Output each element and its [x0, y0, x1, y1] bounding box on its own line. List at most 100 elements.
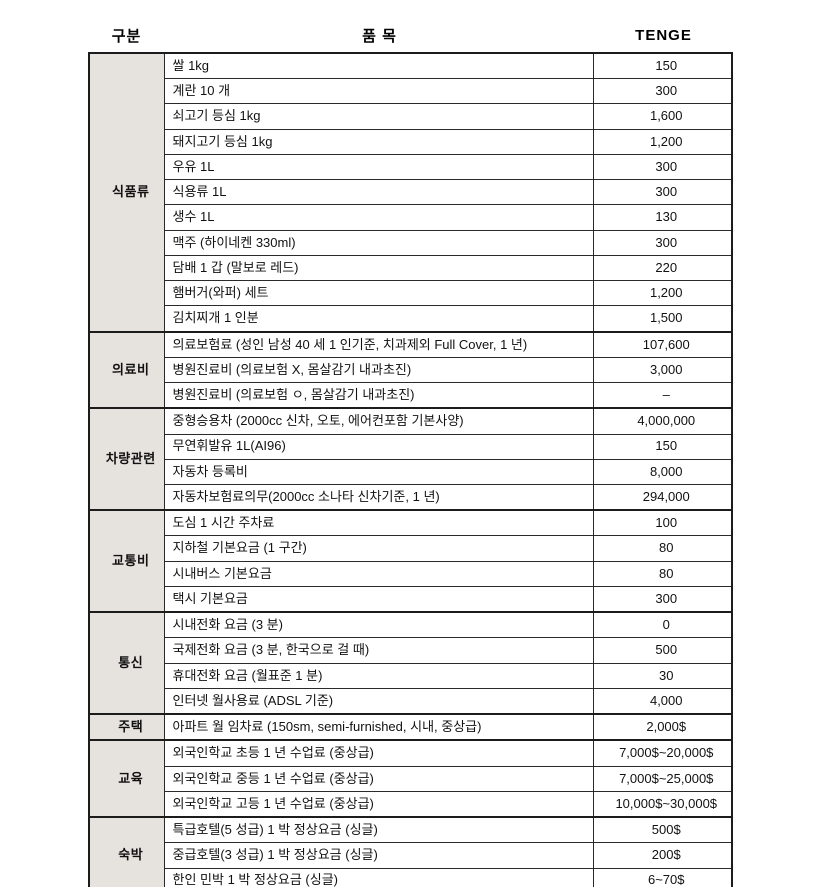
price-cell: 294,000: [592, 483, 733, 511]
price-cell: 1,500: [592, 305, 733, 333]
price-cell: 4,000,000: [592, 407, 733, 435]
item-cell: 병원진료비 (의료보험 ㅇ, 몸살감기 내과초진): [163, 382, 594, 409]
item-cell: 쇠고기 등심 1kg: [163, 103, 594, 130]
price-cell: 300: [592, 179, 733, 206]
category-cell: 통신: [88, 611, 165, 715]
price-cell: 220: [592, 254, 733, 282]
category-cell: 의료비: [88, 330, 165, 409]
price-cell: 500: [592, 637, 733, 664]
table-row: 택시 기본요금 300: [89, 585, 733, 613]
table-row: 햄버거(와퍼) 세트 1,200: [89, 280, 733, 307]
price-cell: 4,000: [592, 687, 733, 715]
table-row: 주택 아파트 월 임차료 (150sm, semi-furnished, 시내, …: [88, 713, 733, 741]
category-cell: 차량관련: [88, 407, 165, 511]
item-cell: 택시 기본요금: [163, 585, 594, 613]
item-cell: 도심 1 시간 주차료: [163, 509, 594, 537]
table-row: 김치찌개 1 인분 1,500: [89, 305, 733, 333]
price-cell: 3,000: [592, 356, 733, 384]
table-row: 시내버스 기본요금 80: [89, 560, 733, 587]
table-row: 외국인학교 중등 1 년 수업료 (중상급) 7,000$~25,000$: [89, 765, 733, 792]
table-row: 외국인학교 고등 1 년 수업료 (중상급) 10,000$~30,000$: [89, 790, 733, 818]
item-cell: 지하철 기본요금 (1 구간): [163, 535, 594, 562]
price-cell: 150: [592, 433, 733, 460]
item-cell: 특급호텔(5 성급) 1 박 정상요금 (싱글): [163, 816, 594, 844]
table-row: 맥주 (하이네켄 330ml) 300: [89, 229, 733, 256]
item-cell: 시내전화 요금 (3 분): [163, 611, 594, 639]
table-row: 쇠고기 등심 1kg 1,600: [89, 103, 733, 130]
item-cell: 김치찌개 1 인분: [163, 305, 594, 333]
item-cell: 병원진료비 (의료보험 X, 몸살감기 내과초진): [163, 356, 594, 384]
table-row: 교통비 도심 1 시간 주차료 100: [88, 509, 733, 613]
table-row: 계란 10 개 300: [89, 78, 733, 105]
price-cell: 300: [592, 585, 733, 613]
table-row: 식품류 쌀 1kg 150: [88, 52, 733, 333]
table-row: 숙박 특급호텔(5 성급) 1 박 정상요금 (싱글) 500$: [88, 816, 733, 887]
item-cell: 국제전화 요금 (3 분, 한국으로 걸 때): [163, 637, 594, 664]
header-category: 구분: [111, 27, 142, 45]
item-cell: 맥주 (하이네켄 330ml): [163, 229, 594, 256]
price-cell: 80: [592, 560, 733, 587]
price-cell: 10,000$~30,000$: [592, 790, 733, 818]
item-cell: 무연휘발유 1L(AI96): [163, 433, 594, 460]
price-cell: 30: [592, 662, 733, 689]
table-row: 무연휘발유 1L(AI96) 150: [89, 433, 733, 460]
price-cell: 300: [592, 229, 733, 256]
table-row: 병원진료비 (의료보험 X, 몸살감기 내과초진) 3,000: [89, 356, 733, 384]
item-cell: 중급호텔(3 성급) 1 박 정상요금 (싱글): [163, 842, 594, 869]
item-cell: 쌀 1kg: [163, 52, 594, 80]
item-cell: 외국인학교 고등 1 년 수업료 (중상급): [163, 790, 594, 818]
table-row: 우유 1L 300: [89, 153, 733, 181]
item-cell: 자동차 등록비: [163, 458, 594, 485]
price-cell: 8,000: [592, 458, 733, 485]
price-cell: 300: [592, 153, 733, 181]
table-header-row: 구분 품 목 TENGE: [88, 18, 733, 52]
item-cell: 시내버스 기본요금: [163, 560, 594, 587]
item-cell: 우유 1L: [163, 153, 594, 181]
category-cell: 교육: [88, 739, 165, 818]
table-row: 한인 민박 1 박 정상요금 (싱글) 6~70$: [89, 867, 733, 887]
price-cell: 100: [592, 509, 733, 537]
item-cell: 생수 1L: [163, 204, 594, 231]
price-cell: 130: [592, 204, 733, 231]
category-cell: 교통비: [88, 509, 165, 613]
category-cell: 주택: [88, 713, 165, 741]
table-row: 인터넷 월사용료 (ADSL 기준) 4,000: [89, 687, 733, 715]
price-cell: 80: [592, 535, 733, 562]
item-cell: 중형승용차 (2000cc 신차, 오토, 에어컨포함 기본사양): [163, 407, 594, 435]
price-cell: 7,000$~20,000$: [592, 739, 733, 767]
table-body: 식품류 쌀 1kg 150 계란 10 개 300 쇠고기 등심 1kg 1,600 돼지고기…: [88, 52, 733, 887]
table-row: 생수 1L 130: [89, 204, 733, 231]
item-cell: 한인 민박 1 박 정상요금 (싱글): [163, 867, 594, 887]
table-row: 돼지고기 등심 1kg 1,200: [89, 128, 733, 155]
table-row: 휴대전화 요금 (월표준 1 분) 30: [89, 662, 733, 689]
price-cell: 6~70$: [592, 867, 733, 887]
item-cell: 외국인학교 초등 1 년 수업료 (중상급): [163, 739, 594, 767]
item-cell: 자동차보험료의무(2000cc 소나타 신차기준, 1 년): [163, 483, 594, 511]
item-cell: 햄버거(와퍼) 세트: [163, 280, 594, 307]
price-cell: 500$: [592, 816, 733, 844]
item-cell: 인터넷 월사용료 (ADSL 기준): [163, 687, 594, 715]
item-cell: 돼지고기 등심 1kg: [163, 128, 594, 155]
item-cell: 계란 10 개: [163, 78, 594, 105]
item-cell: 의료보험료 (성인 남성 40 세 1 인기준, 치과제외 Full Cover…: [163, 330, 594, 358]
table-row: 의료비 의료보험료 (성인 남성 40 세 1 인기준, 치과제외 Full Co…: [88, 330, 733, 409]
table-row: 자동차 등록비 8,000: [89, 458, 733, 485]
price-cell: 150: [592, 52, 733, 80]
table-row: 담배 1 갑 (말보로 레드) 220: [89, 254, 733, 282]
price-cell: –: [592, 382, 733, 409]
category-cell: 숙박: [88, 816, 165, 887]
price-cell: 1,600: [592, 103, 733, 130]
header-price: TENGE: [635, 26, 692, 44]
item-cell: 외국인학교 중등 1 년 수업료 (중상급): [163, 765, 594, 792]
cost-table-document: 구분 품 목 TENGE 식품류 쌀 1kg 150 계란 10 개 300 쇠고기 등심…: [88, 18, 733, 887]
table-row: 병원진료비 (의료보험 ㅇ, 몸살감기 내과초진) –: [89, 382, 733, 409]
table-row: 지하철 기본요금 (1 구간) 80: [89, 535, 733, 562]
item-cell: 아파트 월 임차료 (150sm, semi-furnished, 시내, 중상…: [163, 713, 594, 741]
price-cell: 107,600: [592, 330, 733, 358]
item-cell: 휴대전화 요금 (월표준 1 분): [163, 662, 594, 689]
price-cell: 300: [592, 78, 733, 105]
price-cell: 1,200: [592, 128, 733, 155]
price-cell: 2,000$: [592, 713, 733, 741]
item-cell: 담배 1 갑 (말보로 레드): [163, 254, 594, 282]
